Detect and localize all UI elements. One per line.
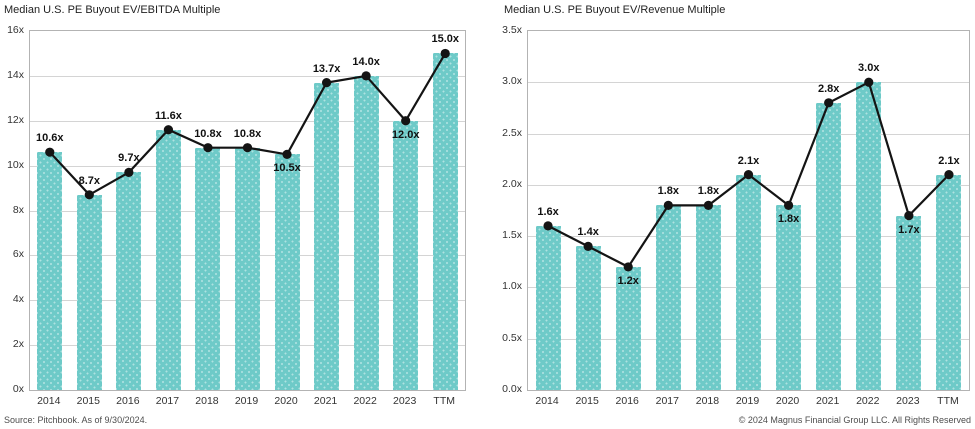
x-tick-label: 2016 — [116, 395, 140, 407]
x-tick-label: 2023 — [392, 395, 417, 407]
value-label: 15.0x — [431, 33, 459, 46]
bar-TTM — [936, 174, 962, 390]
x-tick-label: 2022 — [353, 395, 377, 407]
revenue-plot-area: 1.6x 1.4x 1.2x 1.8x 1.8x 2.1x 1.8x 2.8x 3.0x 1.7x… — [527, 30, 970, 391]
bar-2022 — [856, 82, 882, 390]
x-tick-label: 2019 — [234, 395, 259, 407]
x-tick-label: 2017 — [155, 395, 180, 407]
revenue-chart-panel: Median U.S. PE Buyout EV/Revenue Multipl… — [487, 0, 975, 429]
value-label: 14.0x — [352, 55, 380, 68]
y-tick-label: 10x — [7, 158, 24, 171]
y-tick-label: 16x — [7, 24, 24, 36]
y-tick-label: 2.5x — [502, 126, 522, 139]
x-tick-label: 2017 — [655, 395, 679, 407]
x-tick-label: 2021 — [815, 395, 840, 407]
value-label: 8.7x — [78, 174, 101, 187]
copyright-note: © 2024 Magnus Financial Group LLC. All R… — [738, 415, 971, 425]
x-tick-label: 2014 — [535, 395, 559, 407]
x-tick-label: 2015 — [575, 395, 599, 407]
ebitda-chart-title: Median U.S. PE Buyout EV/EBITDA Multiple — [4, 4, 221, 16]
value-label: 12.0x — [391, 128, 420, 141]
bar-2017 — [155, 129, 181, 390]
value-label: 10.6x — [36, 132, 64, 145]
x-tick-label: 2023 — [896, 395, 920, 407]
value-label: 10.5x — [273, 162, 301, 175]
bar-2015 — [575, 246, 601, 390]
value-label: 9.7x — [118, 152, 140, 165]
gridline — [528, 133, 969, 135]
value-label: 1.8x — [697, 185, 720, 198]
bar-2019 — [736, 174, 761, 390]
value-label: 1.6x — [537, 205, 559, 218]
y-tick-label: 6x — [12, 248, 24, 261]
ebitda-chart-panel: Median U.S. PE Buyout EV/EBITDA Multiple… — [0, 0, 487, 429]
x-tick-label: 2021 — [313, 395, 338, 407]
bar-2023 — [393, 120, 419, 390]
y-tick-label: 3.5x — [502, 24, 522, 36]
x-tick-label: 2020 — [274, 395, 298, 407]
bar-2016 — [615, 266, 641, 390]
bar-2017 — [655, 205, 681, 390]
revenue-chart-title: Median U.S. PE Buyout EV/Revenue Multipl… — [504, 4, 726, 16]
value-label: 1.7x — [898, 223, 920, 236]
value-label: 10.8x — [233, 127, 262, 140]
value-label: 1.2x — [617, 274, 639, 287]
bar-2020 — [274, 154, 300, 390]
value-label: 1.4x — [577, 226, 599, 239]
value-label: 3.0x — [858, 62, 880, 75]
value-label: 2.1x — [938, 154, 960, 167]
x-tick-label: 2019 — [735, 395, 760, 407]
source-note: Source: Pitchbook. As of 9/30/2024. — [4, 415, 148, 425]
ebitda-plot-area: 10.6x 8.7x 9.7x 11.6x 10.8x 10.8x 10.5x 13.7x 14… — [29, 30, 466, 391]
bar-2021 — [816, 102, 842, 390]
y-tick-label: 12x — [7, 113, 24, 126]
x-tick-label: 2015 — [76, 395, 100, 407]
bar-2020 — [776, 205, 802, 390]
value-label: 2.1x — [737, 154, 760, 167]
x-tick-label: 2020 — [775, 395, 800, 407]
bar-2015 — [76, 194, 102, 390]
y-tick-label: 0x — [12, 383, 24, 395]
value-label: 13.7x — [312, 62, 341, 75]
bar-2021 — [314, 82, 340, 390]
bar-2023 — [896, 215, 922, 390]
y-tick-label: 2.0x — [502, 177, 522, 190]
bar-2019 — [235, 147, 260, 390]
y-tick-label: 3.0x — [502, 75, 522, 88]
y-tick-label: 0.0x — [502, 383, 522, 395]
x-tick-label: 2014 — [37, 395, 61, 407]
x-tick-label: 2022 — [856, 395, 880, 407]
bar-TTM — [432, 53, 458, 390]
x-tick-label: 2018 — [195, 395, 219, 407]
bar-2014 — [37, 152, 63, 390]
value-label: 2.8x — [817, 82, 840, 95]
bar-2022 — [353, 75, 379, 390]
x-tick-label: TTM — [433, 395, 456, 407]
bar-2014 — [535, 225, 561, 390]
bar-2018 — [695, 205, 721, 390]
bar-2016 — [116, 172, 142, 390]
y-tick-label: 0.5x — [502, 331, 522, 344]
gridline — [528, 82, 969, 84]
value-label: 10.8x — [194, 127, 222, 140]
y-tick-label: 1.0x — [502, 280, 522, 293]
y-tick-label: 4x — [12, 293, 24, 306]
bar-2018 — [195, 147, 221, 390]
x-tick-label: TTM — [937, 395, 959, 407]
y-tick-label: 1.5x — [502, 229, 522, 242]
value-label: 1.8x — [777, 213, 800, 226]
x-tick-label: 2018 — [695, 395, 720, 407]
value-label: 1.8x — [657, 185, 680, 198]
gridline — [30, 75, 465, 77]
x-tick-label: 2016 — [615, 395, 639, 407]
y-tick-label: 8x — [12, 203, 24, 216]
y-tick-label: 14x — [7, 68, 24, 81]
value-label: 11.6x — [154, 109, 182, 122]
y-tick-label: 2x — [12, 338, 24, 351]
